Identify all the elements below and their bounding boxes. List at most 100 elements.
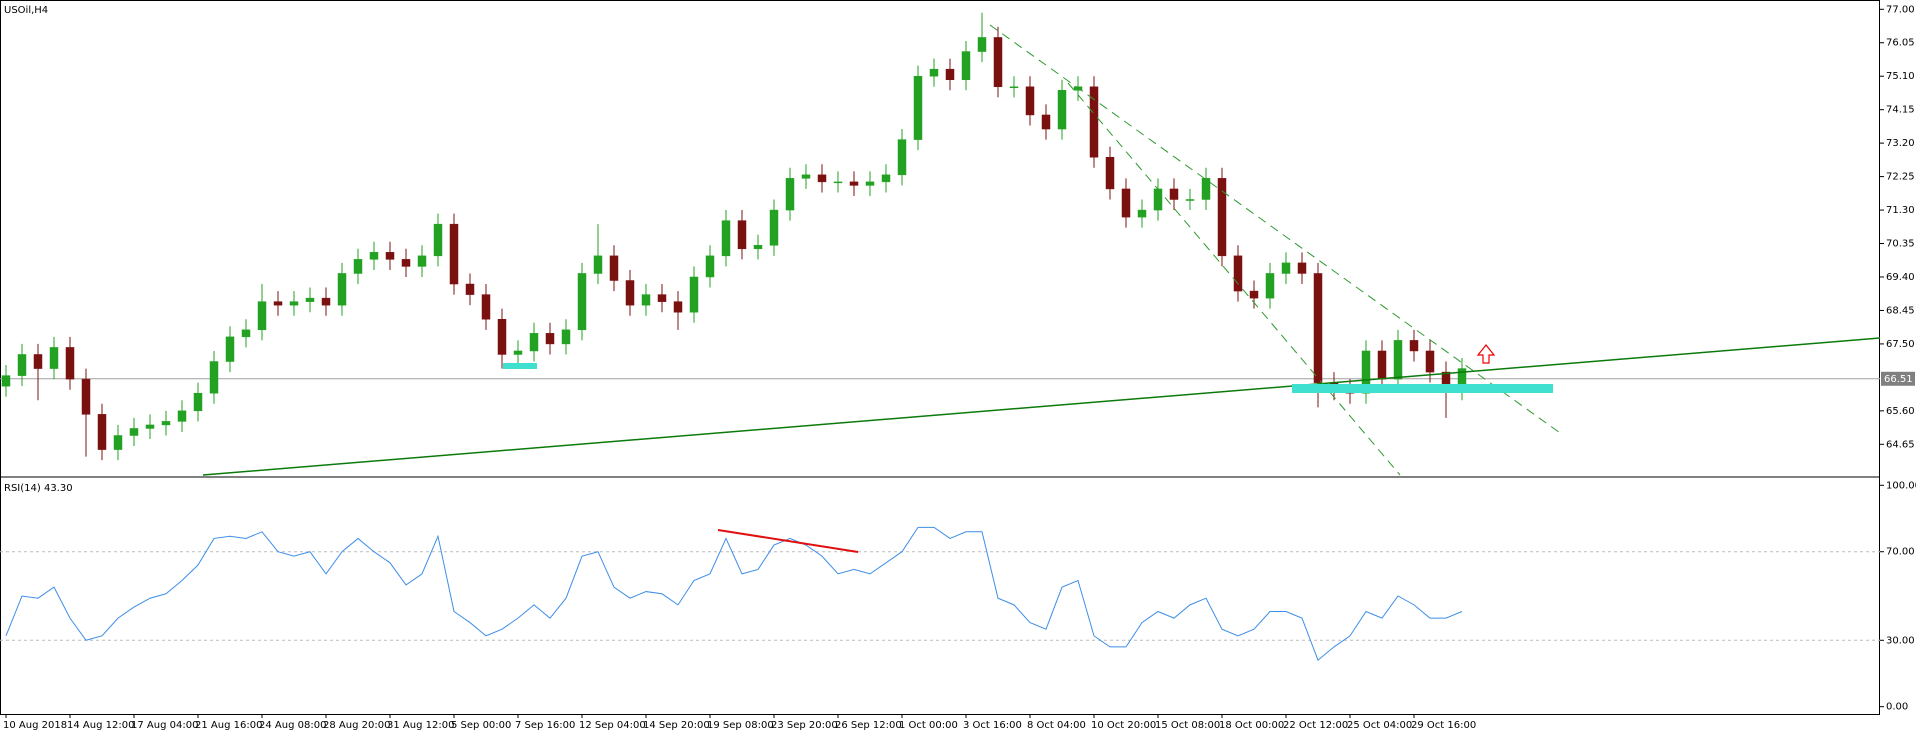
candle-body <box>865 181 875 186</box>
candle-body <box>225 336 235 362</box>
drawings <box>202 24 1881 553</box>
candle-body <box>1201 178 1211 200</box>
candle-body <box>65 347 75 380</box>
up-arrow <box>1476 344 1496 364</box>
candle-body <box>1313 273 1323 383</box>
rsi-panel-title: RSI(14) 43.30 <box>4 483 73 494</box>
x-tick-label: 24 Aug 08:00 <box>259 720 326 731</box>
x-tick-label: 31 Aug 12:00 <box>387 720 454 731</box>
support-trendline <box>202 337 1881 476</box>
channel-upper <box>989 24 1564 436</box>
candle-body <box>417 255 427 267</box>
x-tick-label: 5 Sep 00:00 <box>451 720 511 731</box>
support-zone <box>1292 384 1553 393</box>
candle-body <box>113 435 123 450</box>
y-tick-label: 0.00 <box>1886 702 1908 713</box>
y-tick-label: 68.45 <box>1886 305 1915 316</box>
candle-body <box>17 354 27 376</box>
candle-body <box>1377 350 1387 380</box>
price-panel-title: USOil,H4 <box>4 5 48 16</box>
candle-body <box>1105 156 1115 190</box>
x-tick-label: 10 Oct 20:00 <box>1091 720 1156 731</box>
candle-body <box>513 350 523 355</box>
x-tick-label: 10 Aug 2018 <box>3 720 67 731</box>
x-tick-label: 17 Aug 04:00 <box>131 720 198 731</box>
candle-body <box>577 273 587 331</box>
candle-body <box>497 319 507 355</box>
candle-body <box>49 347 59 369</box>
x-tick-label: 7 Sep 16:00 <box>515 720 575 731</box>
last-price-label: 66.51 <box>1884 374 1913 385</box>
x-tick-label: 15 Oct 08:00 <box>1155 720 1220 731</box>
support-zone <box>503 363 537 369</box>
y-tick-label: 67.50 <box>1886 339 1915 350</box>
x-tick-label: 26 Sep 12:00 <box>835 720 902 731</box>
candle-body <box>209 361 219 394</box>
chart-frame <box>0 0 1880 715</box>
candle-body <box>1 375 11 387</box>
candle-body <box>945 68 955 80</box>
x-tick-label: 21 Aug 16:00 <box>195 720 262 731</box>
candle-body <box>737 220 747 250</box>
candle-body <box>449 223 459 285</box>
candle-body <box>961 51 971 80</box>
candle-body <box>1089 86 1099 158</box>
candle-body <box>273 301 283 306</box>
candle-body <box>769 209 779 246</box>
channel-lower <box>1067 82 1401 476</box>
x-tick-label: 29 Oct 16:00 <box>1411 720 1476 731</box>
x-tick-label: 8 Oct 04:00 <box>1027 720 1086 731</box>
candle-body <box>721 220 731 257</box>
candle-body <box>1121 188 1131 218</box>
last-price-marker <box>1881 371 1915 386</box>
candle-body <box>145 424 155 429</box>
candle-body <box>401 259 411 267</box>
candle-body <box>337 273 347 306</box>
candle-body <box>1137 209 1147 218</box>
x-tick-label: 14 Aug 12:00 <box>67 720 134 731</box>
candle-body <box>977 37 987 52</box>
x-tick-label: 25 Oct 04:00 <box>1347 720 1412 731</box>
x-tick-label: 23 Sep 20:00 <box>771 720 838 731</box>
candle-body <box>897 139 907 176</box>
candle-body <box>129 428 139 436</box>
y-tick-label: 71.30 <box>1886 205 1915 216</box>
x-tick-label: 28 Aug 20:00 <box>323 720 390 731</box>
candle-body <box>353 259 363 274</box>
candle-body <box>817 174 827 183</box>
candle-body <box>1041 114 1051 130</box>
candle-body <box>1185 199 1195 201</box>
divergence-line <box>717 529 859 553</box>
y-tick-label: 69.40 <box>1886 272 1915 283</box>
y-tick-label: 30.00 <box>1886 635 1915 646</box>
candle-body <box>1265 273 1275 299</box>
candle-body <box>593 255 603 274</box>
x-tick-label: 12 Sep 04:00 <box>579 720 646 731</box>
candle-body <box>385 252 395 260</box>
candle-body <box>705 255 715 278</box>
candle-body <box>305 297 315 302</box>
x-tick-label: 22 Oct 12:00 <box>1283 720 1348 731</box>
candle-body <box>81 378 91 415</box>
candle-body <box>97 414 107 450</box>
candle-body <box>193 392 203 412</box>
candle-body <box>1297 262 1307 274</box>
candle-body <box>481 294 491 320</box>
x-tick-label: 14 Sep 20:00 <box>643 720 710 731</box>
y-tick-label: 74.15 <box>1886 105 1915 116</box>
candle-body <box>241 329 251 338</box>
candle-body <box>1393 340 1403 380</box>
y-tick-label: 65.60 <box>1886 406 1915 417</box>
x-tick-label: 1 Oct 00:00 <box>899 720 958 731</box>
candle-body <box>1009 86 1019 89</box>
y-tick-label: 72.25 <box>1886 172 1915 183</box>
y-tick-label: 100.00 <box>1886 480 1916 491</box>
candle-body <box>929 68 939 77</box>
y-tick-label: 70.00 <box>1886 547 1915 558</box>
candle-body <box>465 283 475 295</box>
candle-body <box>1281 262 1291 274</box>
candle-body <box>1169 188 1179 200</box>
x-tick-label: 19 Sep 08:00 <box>707 720 774 731</box>
candle-body <box>177 410 187 422</box>
